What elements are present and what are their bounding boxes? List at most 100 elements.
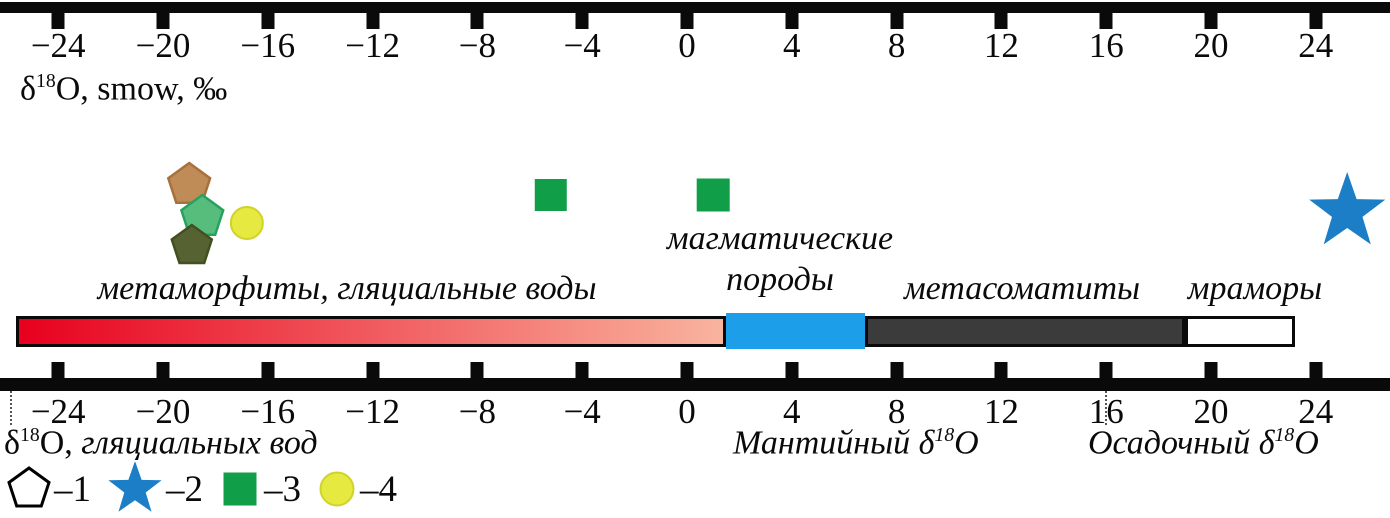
marker-pentagon	[170, 223, 214, 265]
tick-mark	[51, 13, 65, 29]
tick-label: −4	[563, 392, 601, 431]
delta-symbol: δ	[918, 424, 935, 462]
reference-line	[10, 391, 13, 425]
region-label-magmatic-rocks: магматические породы	[666, 220, 894, 298]
tick-mark	[366, 13, 380, 29]
tick-mark	[261, 13, 275, 29]
superscript-18: 18	[20, 424, 40, 446]
marker-pentagon	[166, 161, 212, 205]
tick-mark	[51, 362, 65, 378]
legend-label: –2	[166, 468, 203, 510]
marker-square	[223, 472, 257, 506]
region-label-marbles: мраморы	[1187, 270, 1323, 307]
top-axis-bar	[0, 2, 1390, 13]
tick-label: 12	[983, 392, 1019, 431]
marker-pentagon	[7, 466, 51, 508]
tick-mark	[1309, 362, 1323, 378]
tick-label: −24	[30, 26, 86, 65]
top-axis-title: δ18O, smow, ‰	[20, 70, 228, 108]
marker-circle	[319, 471, 355, 507]
tick-label: 4	[783, 26, 801, 65]
tick-mark	[470, 13, 484, 29]
tick-mark	[156, 13, 170, 29]
tick-label: −12	[345, 392, 400, 431]
colorbar-segment	[16, 316, 727, 347]
legend-item: –1	[6, 462, 91, 516]
tick-label: 24	[1298, 392, 1334, 431]
sedimentary-text: Осадочный	[1088, 424, 1259, 462]
tick-mark	[1204, 13, 1218, 29]
tick-label: 0	[678, 26, 696, 65]
tick-mark	[890, 13, 904, 29]
tick-mark	[994, 13, 1008, 29]
tick-label: 8	[887, 392, 906, 431]
tick-label: −20	[135, 392, 191, 431]
region-label-metamorphites-glacial: метаморфиты, гляциальные воды	[97, 270, 597, 307]
tick-label: −12	[345, 26, 400, 65]
tick-label: 20	[1193, 26, 1229, 65]
glacial-waters-text: гляциальных вод	[72, 424, 318, 462]
tick-mark	[575, 362, 589, 378]
legend-label: –4	[360, 468, 397, 510]
tick-label: −24	[30, 392, 86, 431]
region-label-metasomatites: метасоматиты	[903, 270, 1141, 307]
tick-mark	[366, 362, 380, 378]
tick-label: 0	[678, 392, 696, 431]
marker-pentagon	[179, 193, 225, 237]
tick-label: −20	[135, 26, 191, 65]
tick-label: −4	[563, 26, 601, 65]
legend-pentagon-icon	[7, 466, 51, 508]
colorbar-segment	[726, 313, 866, 349]
tick-label: 16	[1088, 26, 1124, 65]
legend-star-icon	[108, 462, 162, 512]
bottom-axis-label-sedimentary: Осадочный δ18O	[1088, 424, 1319, 462]
tick-mark	[785, 362, 799, 378]
bottom-axis-label-mantle: Мантийный δ18O	[733, 424, 979, 462]
tick-label: 12	[983, 26, 1019, 65]
tick-label: −8	[458, 392, 497, 431]
tick-label: −8	[458, 26, 497, 65]
tick-mark	[680, 13, 694, 29]
legend-label: –1	[54, 468, 91, 510]
tick-label: 4	[783, 392, 801, 431]
legend-circle-icon	[319, 471, 355, 507]
tick-mark	[156, 362, 170, 378]
tick-mark	[785, 13, 799, 29]
bottom-axis-label-glacial-waters: δ18O, гляциальных вод	[4, 424, 318, 462]
tick-mark	[1309, 13, 1323, 29]
delta-symbol: δ	[20, 70, 37, 108]
tick-label: 24	[1298, 26, 1334, 65]
mantle-text: Мантийный	[733, 424, 919, 462]
tick-mark	[1099, 362, 1113, 378]
tick-label: 20	[1193, 392, 1229, 431]
tick-mark	[994, 362, 1008, 378]
legend-square-icon	[223, 472, 257, 506]
colorbar-segment	[1184, 316, 1295, 347]
superscript-18: 18	[1274, 424, 1295, 446]
marker-circle	[229, 206, 264, 240]
tick-label: −16	[240, 26, 296, 65]
superscript-18: 18	[934, 424, 955, 446]
tick-mark	[1099, 13, 1113, 29]
legend-item: –2	[106, 462, 203, 516]
colorbar-segment	[865, 316, 1185, 347]
top-axis-title-text: O, smow, ‰	[55, 70, 228, 108]
tick-label: 8	[887, 26, 906, 65]
legend: –1 –2 –3 –4	[6, 462, 412, 516]
marker-square	[696, 178, 730, 212]
tick-mark	[1204, 362, 1218, 378]
reference-line	[1105, 391, 1108, 425]
marker-square	[534, 179, 567, 211]
marker-star	[1309, 172, 1386, 245]
delta-symbol: δ	[1258, 424, 1275, 462]
tick-mark	[575, 13, 589, 29]
legend-item: –4	[316, 462, 397, 516]
tick-label: −16	[240, 392, 296, 431]
delta-symbol: δ	[4, 424, 21, 462]
bottom-axis-bar	[0, 378, 1390, 391]
legend-label: –3	[264, 468, 301, 510]
marker-star	[108, 462, 162, 512]
tick-mark	[261, 362, 275, 378]
tick-mark	[470, 362, 484, 378]
